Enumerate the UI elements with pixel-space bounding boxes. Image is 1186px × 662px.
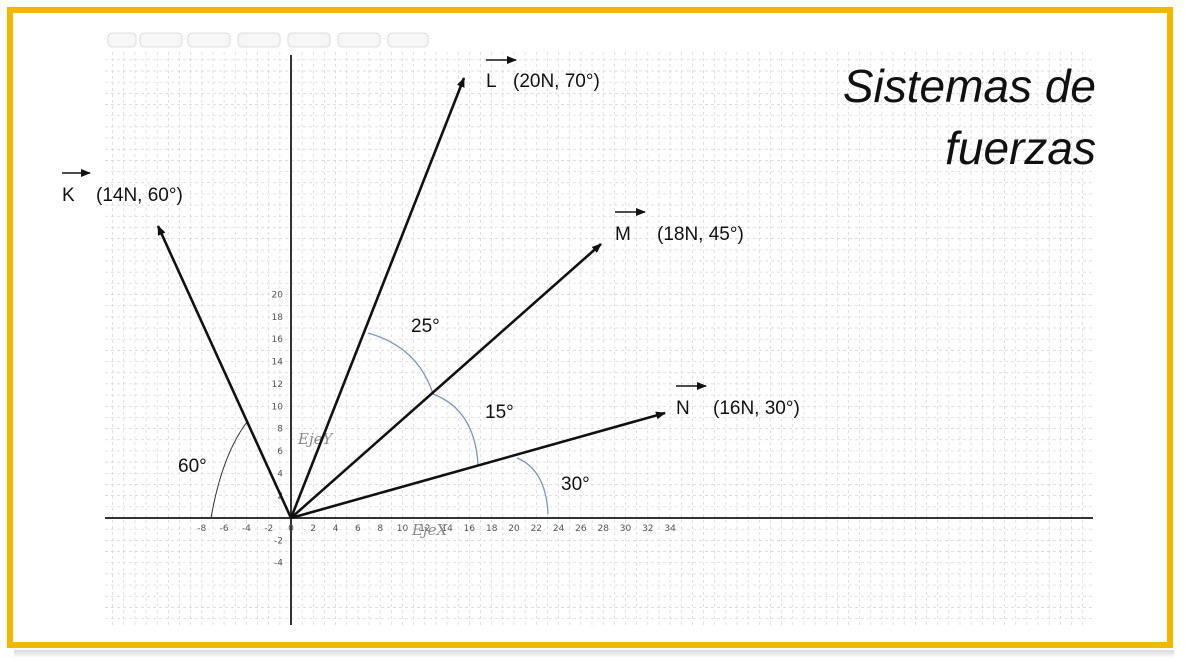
x-tick-label: 8 xyxy=(377,524,383,534)
y-tick-label: 6 xyxy=(277,447,283,457)
angle-arc-m-n xyxy=(432,393,479,466)
vector-n-label: (16N, 30°) xyxy=(713,398,800,419)
x-tick-label: 16 xyxy=(464,524,476,534)
angle-label-k: 60° xyxy=(178,456,207,477)
vector-k xyxy=(156,225,293,519)
x-tick-label: -6 xyxy=(220,524,229,534)
x-tick-label: -2 xyxy=(264,524,273,534)
angle-label-m-n: 15° xyxy=(485,402,514,423)
vector-k-label: (14N, 60°) xyxy=(96,185,183,206)
x-tick-label: 26 xyxy=(575,524,587,534)
x-tick-label: 2 xyxy=(310,524,316,534)
x-tick-label: 22 xyxy=(531,524,542,534)
angle-arc-k xyxy=(210,421,248,519)
x-tick-label: 14 xyxy=(441,524,453,534)
x-tick-label: -8 xyxy=(197,524,206,534)
vector-l-label: (20N, 70°) xyxy=(513,71,600,92)
title-line-2: fuerzas xyxy=(945,122,1096,174)
angle-label-n: 30° xyxy=(561,474,590,495)
x-tick-label: 24 xyxy=(553,524,565,534)
vector-m-name: M xyxy=(615,224,631,245)
vector-n xyxy=(290,411,666,520)
y-tick-label: 18 xyxy=(272,313,284,323)
x-tick-label: 0 xyxy=(288,524,294,534)
y-tick-label: -4 xyxy=(274,559,283,569)
y-tick-labels: 2018161412108642-2-4 xyxy=(272,291,284,569)
x-tick-label: 32 xyxy=(642,524,653,534)
x-tick-label: 10 xyxy=(397,524,409,534)
angle-arc-n xyxy=(516,457,549,515)
vector-m-label: (18N, 45°) xyxy=(657,224,744,245)
y-tick-label: 16 xyxy=(272,335,284,345)
x-tick-label: 18 xyxy=(486,524,498,534)
x-tick-label: 6 xyxy=(355,524,361,534)
y-tick-label: 14 xyxy=(272,358,284,368)
vector-k-name: K xyxy=(62,185,75,206)
x-tick-label: -4 xyxy=(242,524,251,534)
angle-label-l-m: 25° xyxy=(411,316,440,337)
x-tick-label: 34 xyxy=(664,524,676,534)
y-tick-label: 4 xyxy=(277,469,283,479)
x-tick-label: 12 xyxy=(419,524,430,534)
x-axis-name: EjeX xyxy=(411,521,448,539)
y-tick-label: 20 xyxy=(272,291,284,301)
x-tick-labels: -8 -6 -4 -2 0 2 4 6 8 10 12 14 16 18 20 22 24 26 28 30 32 34 xyxy=(197,524,676,534)
vector-l-name: L xyxy=(486,71,497,92)
y-axis-name: EjeY xyxy=(297,430,334,448)
toolbar-tabs xyxy=(107,32,429,48)
frame-shadow xyxy=(14,650,1174,658)
x-tick-label: 28 xyxy=(597,524,609,534)
y-tick-label: 8 xyxy=(277,425,283,435)
x-tick-label: 20 xyxy=(508,524,520,534)
x-tick-label: 30 xyxy=(620,524,632,534)
vector-m xyxy=(290,243,602,519)
slide-title: Sistemas de fuerzas xyxy=(676,55,1096,179)
x-tick-label: 4 xyxy=(333,524,339,534)
y-tick-label: -2 xyxy=(274,536,283,546)
title-line-1: Sistemas de xyxy=(842,60,1096,112)
angle-arc-l-m xyxy=(367,332,434,395)
vector-n-name: N xyxy=(676,398,690,419)
y-tick-label: 12 xyxy=(272,380,283,390)
y-tick-label: 10 xyxy=(272,402,284,412)
slide-frame xyxy=(7,7,1173,648)
vector-l xyxy=(289,77,466,519)
